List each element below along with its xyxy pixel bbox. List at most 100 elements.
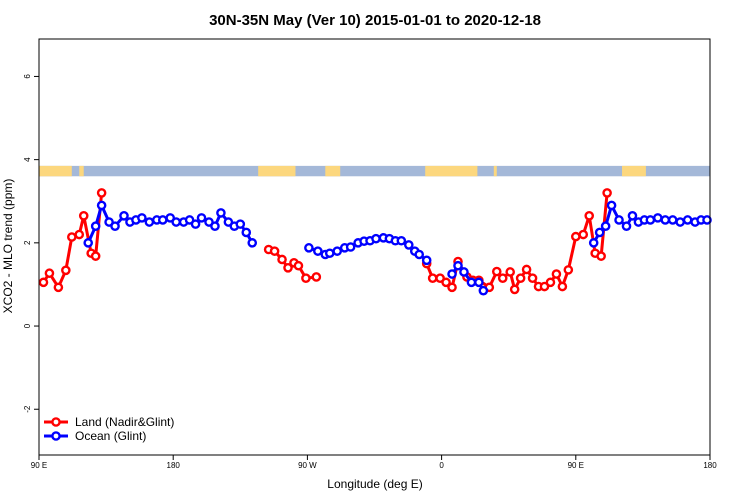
series-ocean: [83, 200, 712, 296]
data-point: [627, 210, 638, 221]
data-point: [557, 281, 568, 292]
y-tick-label: -2: [23, 405, 32, 413]
data-point: [414, 249, 425, 260]
plot-frame: [38, 38, 711, 456]
data-point: [478, 285, 489, 296]
land-strip-segment: [493, 165, 497, 177]
data-point: [596, 251, 606, 261]
data-point: [660, 215, 671, 225]
data-point: [497, 273, 508, 284]
data-point: [74, 229, 85, 240]
data-point: [602, 188, 612, 198]
land-strip-segment: [622, 165, 646, 177]
data-point: [78, 210, 89, 221]
data-point: [545, 277, 556, 288]
y-tick-label: 6: [23, 74, 32, 79]
data-point: [584, 210, 595, 221]
data-point: [90, 251, 101, 261]
axes: [38, 38, 711, 456]
data-point: [571, 231, 581, 242]
ocean-strip: [39, 165, 710, 177]
data-point: [606, 200, 617, 211]
data-point: [421, 255, 432, 266]
data-point: [332, 246, 343, 256]
series-land: [38, 188, 612, 295]
legend: Land (Nadir&Glint)Ocean (Glint): [44, 415, 174, 443]
data-point: [196, 213, 207, 223]
y-tick-label: 2: [23, 240, 32, 245]
data-point: [682, 215, 693, 225]
data-point: [96, 200, 107, 211]
data-point: [38, 277, 49, 288]
y-tick-label: 0: [23, 323, 32, 328]
data-point: [491, 266, 502, 277]
data-point: [144, 217, 155, 227]
x-axis-ticks: 90 E 180 90 W 0 90 E 180: [31, 455, 717, 470]
data-point: [283, 262, 293, 273]
data-point: [474, 277, 484, 288]
x-axis-label: Longitude (deg E): [327, 477, 422, 491]
data-point: [675, 217, 685, 227]
land-strip-segment: [39, 165, 72, 177]
x-tick-label: 90 E: [31, 461, 47, 470]
data-point: [447, 282, 457, 293]
data-point: [441, 277, 451, 288]
data-point: [403, 240, 414, 250]
data-point: [137, 213, 147, 223]
data-point: [110, 221, 120, 231]
data-point: [304, 243, 314, 253]
x-tick-label: 90 W: [298, 461, 317, 470]
data-point: [96, 188, 107, 198]
data-point: [171, 217, 181, 227]
data-point: [157, 215, 168, 225]
data-point: [667, 215, 678, 225]
data-point: [459, 267, 469, 277]
y-axis-label: XCO2 - MLO trend (ppm): [1, 179, 15, 314]
x-tick-label: 0: [439, 461, 444, 470]
data-point: [216, 208, 226, 218]
data-point: [453, 260, 463, 271]
surface-type-strip: [39, 165, 710, 177]
data-point: [515, 273, 526, 284]
data-point: [614, 215, 624, 225]
data-point: [44, 268, 55, 279]
data-point: [702, 215, 712, 225]
data-point: [277, 254, 287, 265]
data-point: [119, 210, 129, 221]
data-point: [210, 221, 220, 231]
legend-label: Ocean (Glint): [75, 429, 146, 443]
data-point: [324, 248, 335, 259]
data-point: [600, 221, 611, 231]
data-point: [588, 238, 599, 248]
land-strip-segment: [425, 165, 478, 177]
legend-label: Land (Nadir&Glint): [75, 415, 174, 429]
data-point: [521, 264, 532, 275]
data-point: [247, 238, 258, 248]
data-point: [83, 238, 94, 248]
data-point: [293, 260, 304, 271]
data-point: [311, 272, 322, 282]
data-series: [38, 188, 712, 296]
x-tick-label: 90 E: [568, 461, 584, 470]
data-point: [447, 269, 457, 279]
chart-title: 30N-35N May (Ver 10) 2015-01-01 to 2020-…: [209, 12, 541, 29]
land-strip-segment: [258, 165, 296, 177]
data-point: [67, 232, 77, 242]
data-point: [509, 284, 520, 295]
data-point: [551, 269, 562, 279]
data-point: [621, 221, 632, 231]
land-strip-segment: [79, 165, 84, 177]
y-tick-label: 4: [23, 157, 32, 162]
land-strip-segment: [325, 165, 341, 177]
x-tick-label: 180: [167, 461, 181, 470]
x-tick-label: 180: [703, 461, 717, 470]
data-point: [645, 215, 656, 225]
data-point: [53, 282, 64, 293]
data-point: [427, 273, 438, 284]
data-point: [371, 233, 381, 244]
data-point: [269, 246, 280, 256]
data-point: [578, 229, 589, 240]
data-point: [505, 267, 515, 277]
y-axis-ticks: -2 0 2 4 6: [23, 74, 39, 413]
